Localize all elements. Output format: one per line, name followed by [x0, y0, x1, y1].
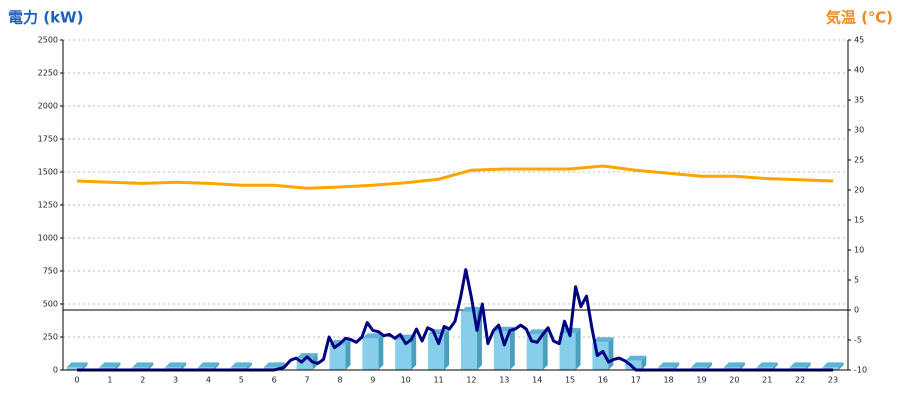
bar-side	[509, 326, 515, 370]
bar-top	[132, 362, 154, 368]
x-tick-label: 16	[598, 376, 608, 385]
bar-top	[658, 362, 680, 368]
y-tick-label: 2500	[38, 36, 58, 45]
bar-top	[362, 333, 384, 339]
bar-side	[115, 362, 121, 370]
bar-side	[608, 337, 614, 370]
bar-side	[641, 355, 647, 370]
y-tick-label: 2250	[38, 69, 58, 78]
bar	[559, 333, 576, 370]
x-tick-label: 8	[337, 376, 342, 385]
bar-top	[756, 362, 778, 368]
y2-tick-label: 35	[854, 96, 864, 105]
y2-tick-label: 5	[854, 276, 859, 285]
x-tick-label: 14	[532, 376, 542, 385]
y2-tick-label: -10	[854, 366, 867, 375]
bar-top	[691, 362, 713, 368]
y-tick-label: 0	[53, 366, 58, 375]
x-tick-label: 5	[239, 376, 244, 385]
x-tick-label: 11	[433, 376, 443, 385]
bar-top	[230, 362, 252, 368]
bar	[66, 367, 83, 370]
bar	[526, 334, 543, 370]
y2-tick-label: 0	[854, 306, 859, 315]
y2-tick-label: 20	[854, 186, 864, 195]
bar-side	[805, 362, 811, 370]
bar-side	[181, 362, 187, 370]
bar-side	[838, 362, 844, 370]
y-tick-label: 1500	[38, 168, 58, 177]
x-tick-label: 9	[370, 376, 375, 385]
x-tick-label: 15	[565, 376, 575, 385]
bar-side	[411, 334, 417, 370]
bar	[395, 339, 412, 370]
x-tick-label: 1	[107, 376, 112, 385]
y-tick-label: 1250	[38, 201, 58, 210]
bar-side	[772, 362, 778, 370]
bar-side	[246, 362, 252, 370]
bar-side	[707, 362, 713, 370]
x-tick-label: 22	[795, 376, 805, 385]
x-tick-label: 2	[140, 376, 145, 385]
bar-top	[822, 362, 844, 368]
y-axis-title: 電力 (kW)	[8, 9, 83, 27]
bar-top	[263, 362, 285, 368]
bar-side	[148, 362, 154, 370]
y2-tick-label: 15	[854, 216, 864, 225]
y2-tick-label: 40	[854, 66, 864, 75]
x-tick-label: 0	[74, 376, 79, 385]
y2-tick-label: 25	[854, 156, 864, 165]
bar-side	[378, 333, 384, 370]
y-tick-label: 750	[43, 267, 58, 276]
x-tick-label: 7	[305, 376, 310, 385]
y2-axis-title: 気温 (℃)	[826, 9, 893, 27]
y-tick-label: 1000	[38, 234, 58, 243]
y-tick-label: 2000	[38, 102, 58, 111]
bar-top	[625, 355, 647, 361]
x-tick-label: 18	[664, 376, 674, 385]
x-tick-label: 20	[729, 376, 739, 385]
bar-side	[575, 328, 581, 370]
bar-top	[789, 362, 811, 368]
bar-side	[444, 329, 450, 370]
bar-top	[197, 362, 219, 368]
bar-side	[82, 362, 88, 370]
x-tick-label: 10	[401, 376, 411, 385]
bar-top	[99, 362, 121, 368]
x-tick-label: 17	[631, 376, 641, 385]
bar-top	[723, 362, 745, 368]
y2-tick-label: 10	[854, 246, 864, 255]
bar-side	[542, 329, 548, 370]
x-tick-label: 23	[828, 376, 838, 385]
y2-tick-label: 30	[854, 126, 864, 135]
line	[77, 268, 833, 372]
bar	[296, 358, 313, 370]
bar-top	[460, 306, 482, 312]
y-tick-label: 250	[43, 333, 58, 342]
bar-side	[345, 339, 351, 370]
line	[76, 164, 834, 190]
bar-side	[213, 362, 219, 370]
x-tick-label: 13	[499, 376, 509, 385]
x-tick-label: 4	[206, 376, 211, 385]
bar	[362, 338, 379, 370]
y2-tick-label: 45	[854, 36, 864, 45]
bar-top	[592, 337, 614, 343]
y2-tick-label: -5	[854, 336, 862, 345]
x-tick-label: 6	[272, 376, 277, 385]
bar	[625, 360, 642, 370]
x-tick-label: 12	[466, 376, 476, 385]
x-tick-label: 3	[173, 376, 178, 385]
y-tick-label: 500	[43, 300, 58, 309]
x-tick-label: 19	[696, 376, 706, 385]
bar-side	[674, 362, 680, 370]
bar-top	[165, 362, 187, 368]
bar-top	[66, 362, 88, 368]
x-tick-label: 21	[762, 376, 772, 385]
bar	[329, 344, 346, 370]
bar-side	[739, 362, 745, 370]
bar	[460, 311, 477, 370]
y-tick-label: 1750	[38, 135, 58, 144]
